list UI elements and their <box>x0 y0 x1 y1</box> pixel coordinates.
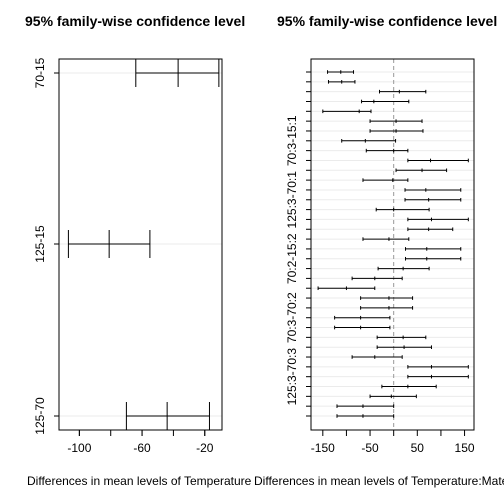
right-y-tick-label: 125:3-70:3 <box>285 348 299 406</box>
left-x-tick-label: -20 <box>196 441 214 455</box>
left-chart-panel: 95% family-wise confidence level Differe… <box>25 13 252 488</box>
left-x-tick-label: -100 <box>67 441 91 455</box>
right-chart-panel: 95% family-wise confidence level Differe… <box>254 13 504 488</box>
right-y-tick-label: 70:3-15:1 <box>285 115 299 166</box>
left-x-axis-label: Differences in mean levels of Temperatur… <box>27 474 252 488</box>
left-y-tick-label: 70-15 <box>33 57 47 88</box>
left-intervals <box>67 59 220 430</box>
left-axes: 70-15 125-15 125-70 -100 -60 -20 <box>33 57 214 455</box>
left-plot-frame <box>58 58 223 431</box>
left-y-tick-label: 125-15 <box>33 225 47 263</box>
right-x-tick-label: -50 <box>361 441 379 455</box>
right-chart-title: 95% family-wise confidence level <box>277 13 497 29</box>
right-plot-frame <box>310 58 475 431</box>
right-intervals <box>317 70 469 418</box>
right-x-tick-label: 50 <box>411 441 425 455</box>
right-y-tick-label: 70:2-15:2 <box>285 233 299 284</box>
right-x-axis-label: Differences in mean levels of Temperatur… <box>254 474 504 488</box>
left-y-tick-label: 125-70 <box>33 397 47 435</box>
left-x-tick-label: -60 <box>133 441 151 455</box>
left-chart-title: 95% family-wise confidence level <box>25 13 245 29</box>
right-grid <box>311 71 474 417</box>
right-y-tick-label: 70:3-70:2 <box>285 292 299 343</box>
right-x-tick-label: 150 <box>455 441 475 455</box>
right-x-tick-label: -150 <box>311 441 335 455</box>
right-y-tick-label: 125:3-70:1 <box>285 171 299 229</box>
right-axes: 70:3-15:1 125:3-70:1 70:2-15:2 70:3-70:2 125… <box>285 71 475 455</box>
